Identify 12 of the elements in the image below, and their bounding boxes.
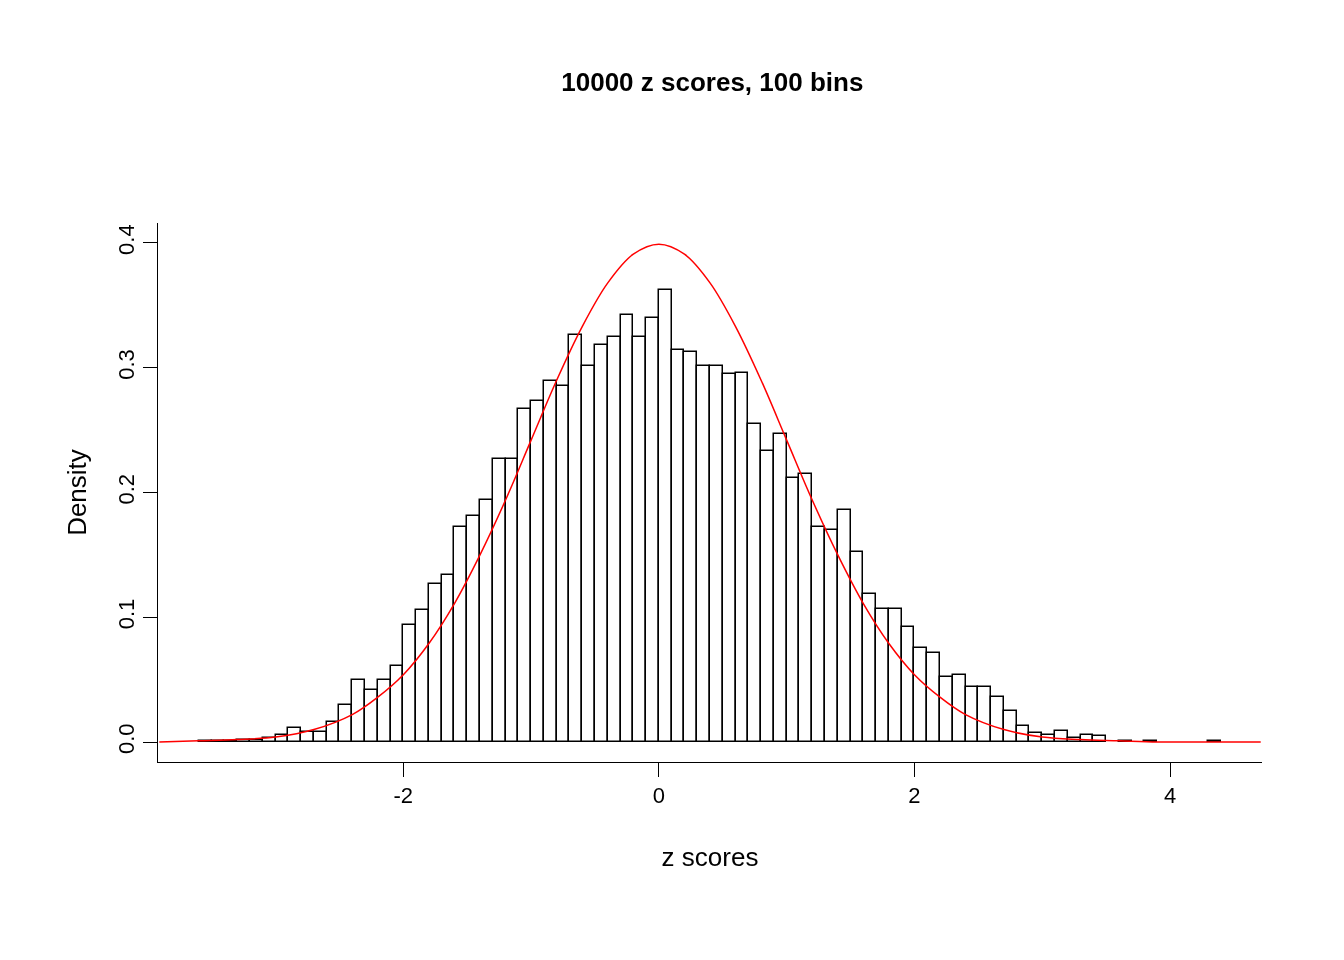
y-tick-label: 0.3 <box>114 349 140 380</box>
y-tick-label: 0.0 <box>114 723 140 755</box>
x-axis-title: z scores <box>661 842 759 873</box>
y-tick-label: 0.1 <box>114 598 140 630</box>
chart-title: 10000 z scores, 100 bins <box>561 66 864 97</box>
x-tick-label: 4 <box>1163 783 1177 809</box>
x-tick-label: -2 <box>393 783 414 809</box>
y-tick-label: 0.4 <box>114 224 140 255</box>
x-tick-label: 0 <box>652 783 666 809</box>
y-axis-title: Density <box>61 449 92 536</box>
x-tick-label: 2 <box>908 783 921 809</box>
y-tick-label: 0.2 <box>114 473 140 505</box>
